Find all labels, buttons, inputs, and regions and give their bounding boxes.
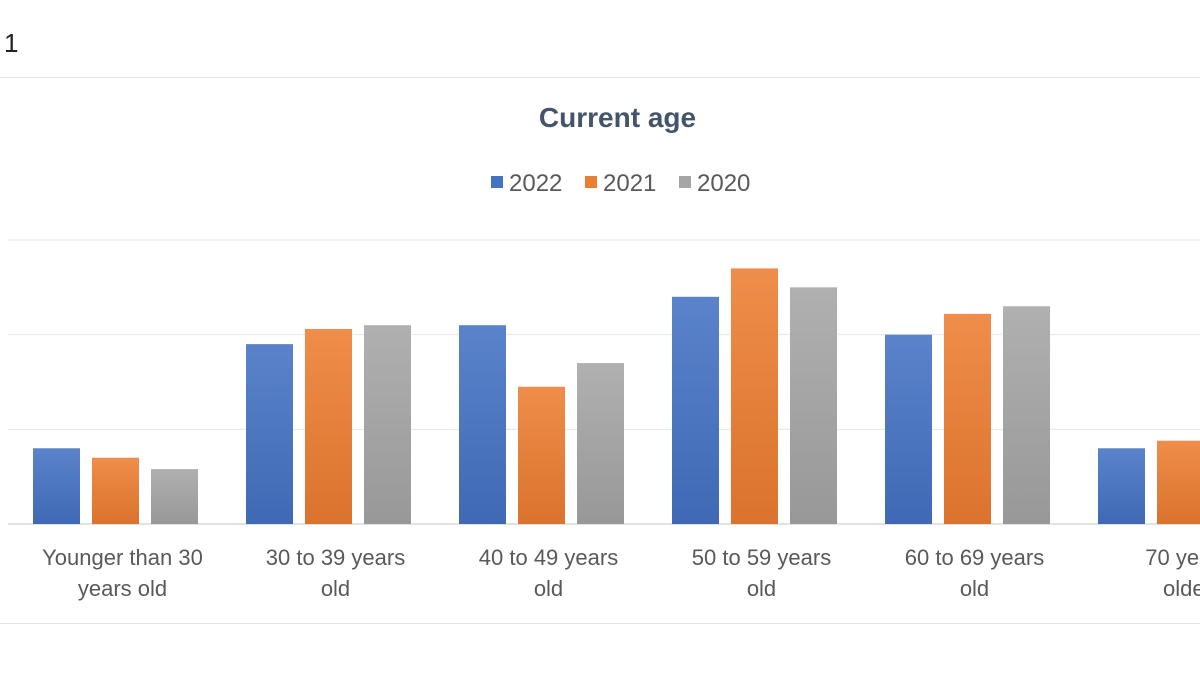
chart-legend: 2022 2021 2020 bbox=[491, 170, 750, 197]
bar-2021-2 bbox=[518, 386, 565, 524]
bar-2020-3 bbox=[790, 287, 837, 524]
x-tick-label-0-0: Younger than 30 bbox=[42, 545, 203, 570]
chart-title: Current age bbox=[538, 102, 697, 133]
bar-2022-0 bbox=[33, 448, 80, 524]
x-tick-label-1-0: 30 to 39 years bbox=[266, 545, 405, 570]
legend-label-2022: 2022 bbox=[509, 170, 562, 197]
legend-swatch-2020 bbox=[679, 176, 691, 188]
bar-2021-0 bbox=[92, 457, 139, 524]
legend-swatch-2021 bbox=[585, 176, 597, 188]
bar-2022-5 bbox=[1098, 448, 1145, 524]
bar-2022-2 bbox=[459, 325, 506, 524]
top-divider bbox=[0, 77, 1200, 78]
x-tick-label-4-1: old bbox=[960, 576, 989, 601]
x-axis-tick-labels: Younger than 30 years old 30 to 39 years ol… bbox=[42, 545, 1200, 601]
x-tick-label-5-0: 70 years bbox=[1145, 545, 1200, 570]
bar-2020-1 bbox=[364, 325, 411, 524]
bar-2020-2 bbox=[577, 363, 624, 524]
x-tick-label-0-1: years old bbox=[78, 576, 167, 601]
bottom-divider bbox=[0, 623, 1200, 624]
bar-2022-3 bbox=[672, 296, 719, 524]
bar-2021-4 bbox=[944, 313, 991, 524]
x-tick-label-5-1: older bbox=[1163, 576, 1200, 601]
page-number-label: 1 bbox=[4, 28, 19, 58]
chart-bars bbox=[33, 268, 1200, 524]
bar-2021-1 bbox=[305, 328, 352, 524]
x-tick-label-3-0: 50 to 59 years bbox=[692, 545, 831, 570]
bar-2021-3 bbox=[731, 268, 778, 524]
bar-2021-5 bbox=[1157, 440, 1200, 524]
x-tick-label-2-0: 40 to 49 years bbox=[479, 545, 618, 570]
x-tick-label-1-1: old bbox=[321, 576, 350, 601]
x-tick-label-3-1: old bbox=[747, 576, 776, 601]
bar-2022-1 bbox=[246, 344, 293, 524]
bar-2022-4 bbox=[885, 334, 932, 524]
bar-2020-0 bbox=[151, 469, 198, 524]
legend-swatch-2022 bbox=[491, 176, 503, 188]
x-tick-label-2-1: old bbox=[534, 576, 563, 601]
x-tick-label-4-0: 60 to 69 years bbox=[905, 545, 1044, 570]
legend-label-2020: 2020 bbox=[697, 170, 750, 197]
legend-label-2021: 2021 bbox=[603, 170, 656, 197]
bar-2020-4 bbox=[1003, 306, 1050, 524]
